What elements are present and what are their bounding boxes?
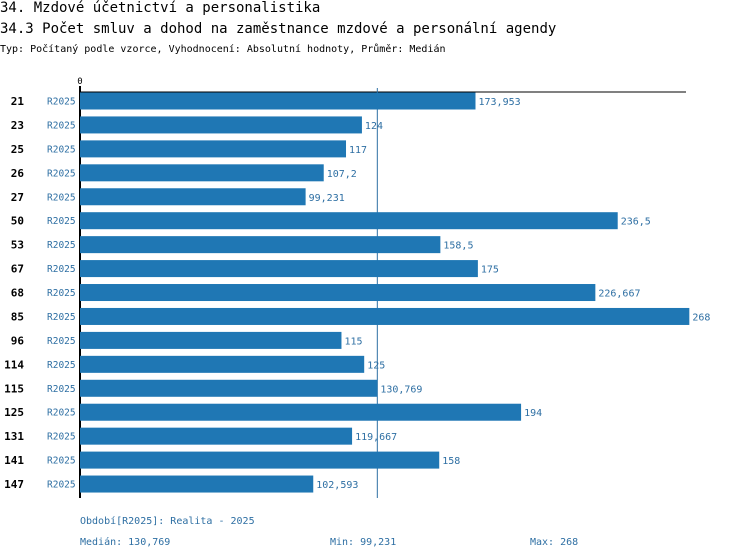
bar (80, 427, 353, 445)
category-label: 21 (11, 95, 25, 108)
series-label: R2025 (47, 264, 76, 275)
series-label: R2025 (47, 384, 76, 395)
category-label: 67 (11, 263, 24, 276)
bar (80, 260, 478, 278)
data-label: 158 (442, 456, 460, 467)
category-label: 131 (4, 430, 24, 443)
series-label: R2025 (47, 360, 76, 371)
category-label: 53 (11, 239, 24, 252)
period-legend: Období[R2025]: Realita - 2025 (80, 516, 255, 527)
series-label: R2025 (47, 432, 76, 443)
series-label: R2025 (47, 288, 76, 299)
bar (80, 140, 347, 158)
chart-type-info: Typ: Počítaný podle vzorce, Vyhodnocení:… (0, 44, 446, 55)
data-label: 194 (524, 408, 542, 419)
category-label: 141 (4, 454, 24, 467)
bar (80, 92, 476, 110)
bar (80, 475, 314, 493)
data-label: 117 (349, 145, 367, 156)
median-summary: Medián: 130,769 (80, 537, 171, 548)
bar (80, 307, 690, 325)
series-label: R2025 (47, 192, 76, 203)
bar (80, 164, 324, 182)
data-label: 102,593 (316, 480, 358, 491)
category-label: 115 (4, 382, 24, 395)
series-label: R2025 (47, 336, 76, 347)
bar (80, 212, 618, 230)
data-label: 125 (367, 360, 385, 371)
bar (80, 284, 596, 302)
series-label: R2025 (47, 168, 76, 179)
category-label: 96 (11, 334, 25, 347)
data-label: 124 (365, 121, 383, 132)
category-label: 85 (11, 310, 24, 323)
bar (80, 331, 342, 349)
category-label: 23 (11, 119, 24, 132)
series-label: R2025 (47, 120, 76, 131)
data-label: 173,953 (478, 97, 520, 108)
category-label: 26 (11, 167, 25, 180)
data-label: 268 (692, 312, 710, 323)
data-label: 158,5 (443, 241, 473, 252)
bar (80, 403, 522, 421)
data-label: 99,231 (309, 193, 345, 204)
series-label: R2025 (47, 480, 76, 491)
series-label: R2025 (47, 216, 76, 227)
max-summary: Max: 268 (530, 537, 579, 548)
min-summary: Min: 99,231 (330, 537, 397, 548)
chart-subtitle: 34.3 Počet smluv a dohod na zaměstnance … (0, 21, 557, 37)
bar (80, 116, 362, 134)
series-label: R2025 (47, 144, 76, 155)
category-label: 27 (11, 191, 24, 204)
bar (80, 379, 378, 397)
bar (80, 451, 440, 469)
category-label: 50 (11, 215, 24, 228)
x-axis-zero-label: 0 (77, 77, 82, 87)
series-label: R2025 (47, 408, 76, 419)
bar (80, 236, 441, 254)
data-label: 236,5 (621, 217, 651, 228)
bar (80, 355, 365, 373)
category-label: 25 (11, 143, 24, 156)
series-label: R2025 (47, 456, 76, 467)
data-label: 226,667 (598, 289, 640, 300)
category-label: 68 (11, 287, 24, 300)
category-label: 114 (4, 358, 24, 371)
category-label: 147 (4, 478, 24, 491)
data-label: 115 (344, 336, 362, 347)
data-label: 119,667 (355, 432, 397, 443)
series-label: R2025 (47, 97, 76, 108)
series-label: R2025 (47, 312, 76, 323)
series-label: R2025 (47, 240, 76, 251)
category-label: 125 (4, 406, 24, 419)
data-label: 175 (481, 265, 499, 276)
bar (80, 188, 306, 206)
page-title: 34. Mzdové účetnictví a personalistika (0, 0, 321, 16)
data-label: 130,769 (380, 384, 422, 395)
data-label: 107,2 (327, 169, 357, 180)
